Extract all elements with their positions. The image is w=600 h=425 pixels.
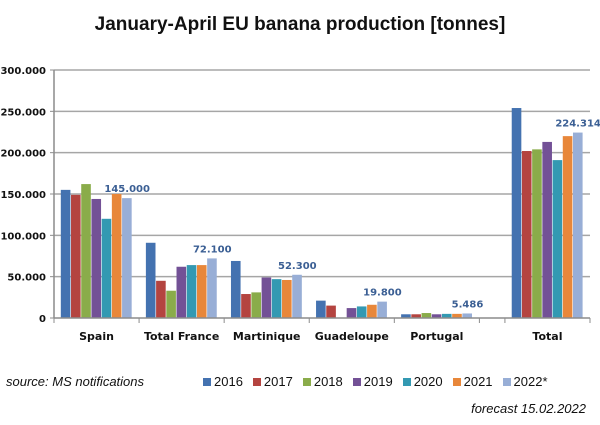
bar-total-2016	[511, 108, 522, 318]
bar-martinique-2017	[241, 294, 251, 318]
bars	[60, 108, 583, 318]
bar-guadeloupe-2017	[326, 305, 336, 318]
legend-swatch	[203, 377, 211, 386]
y-tick-label: 200.000	[0, 149, 46, 160]
bar-portugal-2021	[452, 313, 462, 318]
legend: 2016 2017 2018 2019 2020 2021 2022*	[203, 374, 548, 389]
y-tick-label: 250.000	[0, 107, 46, 118]
bar-martinique-2022	[292, 274, 302, 318]
x-tick-label: Portugal	[410, 330, 463, 343]
x-axis: Spain Total France Martinique Guadeloupe Por…	[53, 317, 591, 343]
bar-martinique-2018	[251, 292, 261, 318]
bar-spain-2019	[91, 198, 102, 318]
data-label: 145.000	[104, 184, 150, 195]
legend-label: 2016	[214, 374, 243, 389]
data-label: 72.100	[193, 244, 232, 255]
data-label: 52.300	[278, 261, 317, 272]
bar-portugal-2019	[431, 314, 442, 318]
legend-swatch	[302, 377, 311, 386]
legend-item: 2017	[252, 374, 293, 389]
bar-total-france-2018	[166, 290, 176, 318]
data-labels: 145.000 72.100 52.300 19.800 5.486 224.314	[104, 119, 600, 311]
data-label: 5.486	[452, 299, 484, 310]
legend-item: 2016	[203, 374, 243, 389]
legend-label: 2017	[263, 374, 293, 389]
legend-item: 2020	[402, 374, 443, 389]
legend-swatch	[352, 377, 361, 386]
bar-spain-2021	[111, 194, 122, 318]
bar-total-2018	[532, 149, 542, 318]
gridlines	[54, 69, 590, 278]
bar-portugal-2022	[462, 313, 472, 318]
x-tick-label: Total	[532, 330, 562, 343]
legend-swatch	[402, 377, 411, 386]
legend-label: 2020	[413, 374, 443, 389]
legend-item: 2021	[452, 374, 493, 389]
bar-martinique-2019	[261, 277, 272, 318]
legend-label: 2021	[463, 374, 493, 389]
bar-guadeloupe-2019	[346, 308, 357, 318]
bar-guadeloupe-2016	[316, 300, 326, 318]
legend-label: 2022*	[513, 374, 548, 389]
bar-spain-2022	[122, 198, 132, 318]
x-tick-label: Guadeloupe	[315, 330, 389, 343]
bar-total-france-2020	[186, 265, 197, 318]
y-axis: 0 50.000 100.000 150.000 200.000 250.000 300.0…	[0, 66, 55, 325]
legend-swatch	[452, 377, 461, 386]
legend-label: 2018	[313, 374, 343, 389]
bar-guadeloupe-2020	[356, 306, 367, 318]
bar-portugal-2018	[421, 313, 432, 318]
source-note: source: MS notifications	[6, 374, 145, 389]
bar-total-2020	[552, 160, 563, 318]
bar-martinique-2016	[230, 260, 241, 318]
forecast-note: forecast 15.02.2022	[471, 401, 586, 416]
bar-martinique-2020	[271, 279, 282, 318]
bar-spain-2018	[81, 184, 91, 318]
y-tick-label: 0	[39, 314, 46, 325]
data-label: 19.800	[363, 288, 402, 299]
legend-label: 2019	[363, 374, 393, 389]
bar-guadeloupe-2021	[367, 304, 377, 318]
bar-guadeloupe-2022	[377, 301, 387, 318]
legend-item: 2019	[352, 374, 393, 389]
bar-portugal-2017	[411, 314, 421, 318]
bar-total-france-2022	[207, 258, 217, 318]
y-tick-label: 150.000	[0, 190, 46, 201]
bar-spain-2016	[60, 189, 71, 318]
x-tick-label: Spain	[79, 330, 114, 343]
x-tick-label: Martinique	[233, 330, 301, 343]
legend-item: 2018	[302, 374, 343, 389]
x-tick-label: Total France	[144, 330, 219, 343]
data-label: 224.314	[555, 119, 600, 130]
bar-total-france-2017	[156, 280, 166, 318]
y-tick-label: 50.000	[7, 273, 46, 284]
legend-swatch	[252, 377, 261, 386]
bar-spain-2020	[101, 218, 112, 318]
bar-total-2022	[572, 132, 583, 318]
bar-total-france-2019	[176, 266, 187, 318]
bar-total-2017	[521, 151, 532, 318]
legend-item: 2022*	[502, 374, 548, 389]
bar-total-2021	[562, 136, 573, 318]
y-tick-label: 100.000	[0, 231, 46, 242]
bar-total-france-2016	[145, 242, 156, 318]
bar-spain-2017	[71, 194, 81, 318]
bar-total-2019	[542, 141, 552, 318]
y-tick-label: 300.000	[0, 66, 46, 77]
chart-title: January-April EU banana production [tonn…	[94, 14, 506, 35]
bar-martinique-2021	[282, 279, 292, 318]
bar-portugal-2016	[401, 314, 411, 318]
bar-portugal-2020	[441, 313, 452, 318]
legend-swatch	[502, 377, 511, 386]
bar-total-france-2021	[196, 265, 207, 318]
